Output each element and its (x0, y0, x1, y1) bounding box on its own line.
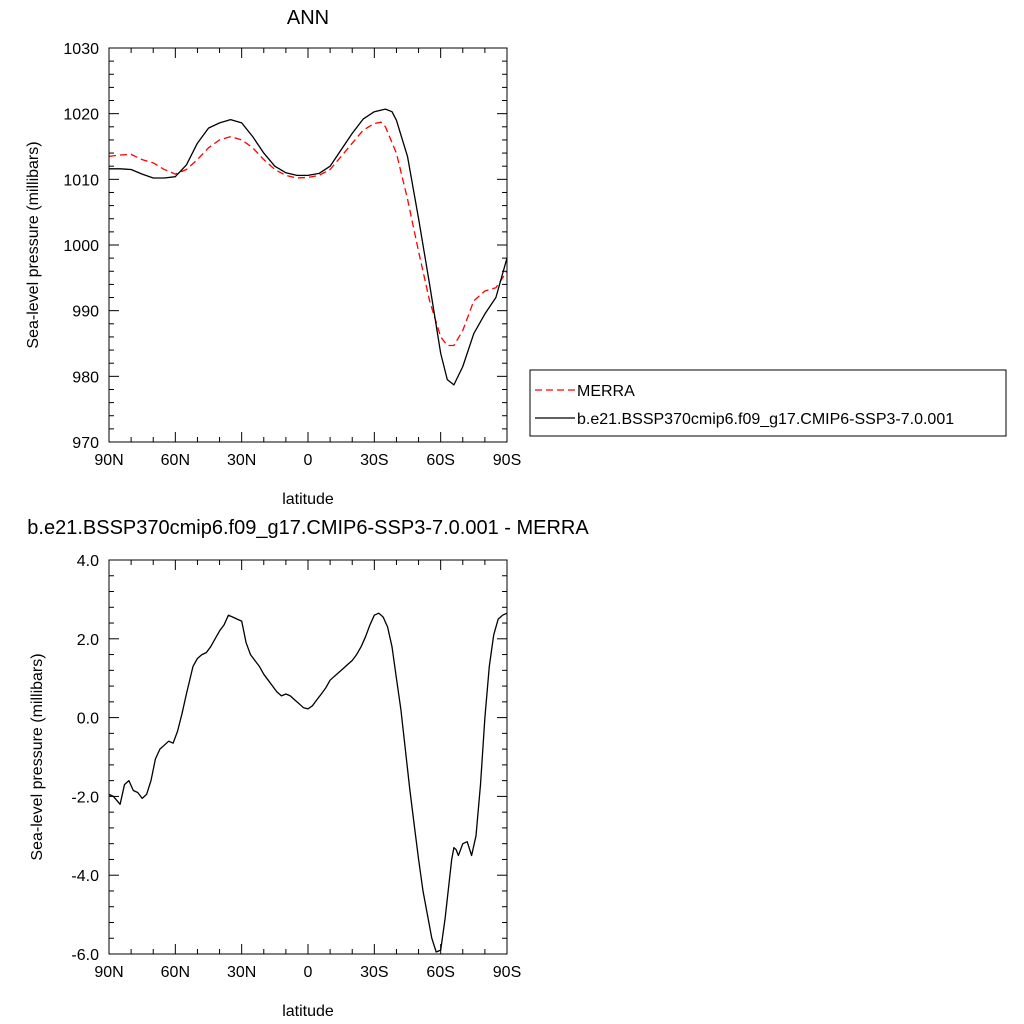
x-axis-label: latitude (282, 491, 334, 508)
series-group (108, 612, 508, 953)
x-tick-label: 90N (94, 452, 123, 469)
x-tick-label: 0 (304, 964, 313, 981)
legend-box (529, 369, 1007, 437)
y-tick-label: 990 (72, 304, 99, 321)
series-line-0 (108, 121, 508, 347)
y-tick-label: 1010 (63, 172, 99, 189)
y-tick-label: 4.0 (77, 553, 99, 570)
x-tick-label: 90S (493, 452, 521, 469)
y-tick-label: 970 (72, 435, 99, 452)
chart-title: ANN (287, 7, 329, 29)
x-tick-label: 90N (94, 964, 123, 981)
x-tick-label: 30S (360, 964, 388, 981)
series-line-0 (108, 612, 508, 953)
axis-ticks: 90N 60N 30N 0 30S 60S 90S 970 980 990 1000 1010 1020… (63, 41, 521, 469)
y-axis-label: Sea-level pressure (millibars) (25, 141, 42, 348)
x-tick-label: 30N (227, 964, 256, 981)
y-tick-label: -2.0 (71, 789, 99, 806)
y-tick-label: 1000 (63, 238, 99, 255)
y-tick-label: 1030 (63, 41, 99, 58)
sea-level-pressure-chart: ANN 90N 60N 30N 0 30S 60S 90S 970 980 990 1000 1010… (25, 7, 521, 508)
x-tick-label: 0 (304, 452, 313, 469)
series-group (108, 108, 508, 386)
y-axis-label: Sea-level pressure (millibars) (29, 653, 46, 860)
series-line-1 (109, 108, 508, 386)
y-tick-label: -4.0 (71, 868, 99, 885)
x-tick-label: 60S (426, 964, 454, 981)
x-axis-label: latitude (282, 1003, 334, 1020)
chart-title: b.e21.BSSP370cmip6.f09_g17.CMIP6-SSP3-7.… (27, 517, 589, 539)
legend-label-model: b.e21.BSSP370cmip6.f09_g17.CMIP6-SSP3-7.… (577, 411, 954, 428)
y-tick-label: 1020 (63, 107, 99, 124)
plot-frame (108, 47, 508, 443)
y-tick-label: -6.0 (71, 947, 99, 964)
x-tick-label: 60N (161, 452, 190, 469)
x-tick-label: 30S (360, 452, 388, 469)
legend-label-merra: MERRA (577, 383, 635, 400)
difference-chart: b.e21.BSSP370cmip6.f09_g17.CMIP6-SSP3-7.… (27, 517, 589, 1020)
x-tick-label: 90S (493, 964, 521, 981)
y-tick-label: 980 (72, 369, 99, 386)
x-tick-label: 30N (227, 452, 256, 469)
axis-ticks: 90N 60N 30N 0 30S 60S 90S -6.0 -4.0 -2.0 0.0 2.0 4.0 (71, 553, 521, 981)
x-tick-label: 60N (161, 964, 190, 981)
legend: MERRA b.e21.BSSP370cmip6.f09_g17.CMIP6-S… (529, 369, 1007, 437)
x-tick-label: 60S (426, 452, 454, 469)
y-tick-label: 0.0 (77, 711, 99, 728)
y-tick-label: 2.0 (77, 632, 99, 649)
